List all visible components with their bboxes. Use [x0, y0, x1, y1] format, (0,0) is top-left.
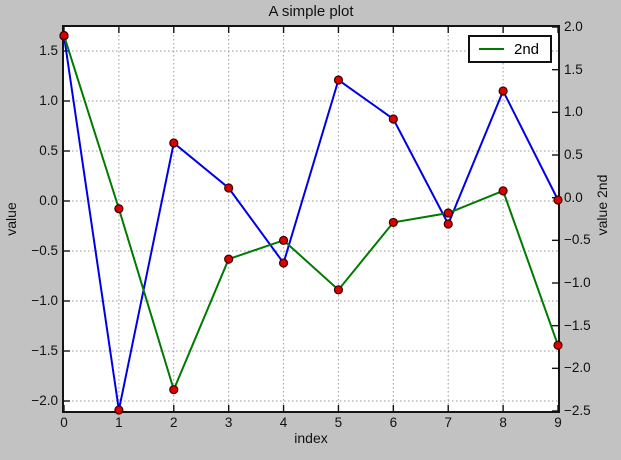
legend-entry-label: 2nd — [514, 40, 540, 58]
plot-area — [59, 25, 563, 415]
left-axis-tick-label: 0.0 — [39, 193, 58, 208]
value-line — [63, 35, 559, 411]
2nd-data-point-marker — [59, 30, 69, 41]
x-axis-tick-label: 7 — [444, 415, 452, 430]
legend-line-sample — [479, 48, 504, 50]
right-axis-tick-label: −1.0 — [564, 275, 591, 290]
right-axis-tick-label: −2.5 — [564, 403, 591, 418]
value-data-point-marker — [278, 258, 289, 268]
2nd-data-point-marker — [553, 340, 563, 350]
x-axis-label: index — [294, 430, 328, 446]
value-data-point-marker — [333, 75, 344, 85]
2nd-data-point-marker — [278, 235, 289, 245]
right-axis-tick-label: −1.5 — [564, 317, 591, 333]
x-axis-tick-label: 6 — [389, 415, 398, 430]
2nd-data-point-marker — [443, 208, 453, 218]
right-axis-tick-label: 1.0 — [564, 104, 583, 120]
x-axis-tick-label: 8 — [499, 415, 507, 430]
2nd-data-point-marker — [498, 186, 508, 196]
2nd-data-point-marker — [114, 204, 124, 214]
legend: 2nd — [468, 35, 552, 63]
value-data-point-marker — [443, 219, 453, 229]
right-axis-tick-label: −0.5 — [564, 232, 591, 248]
right-axis-tick-label: 0.0 — [564, 189, 583, 205]
value-data-point-marker — [169, 138, 179, 148]
chart-title: A simple plot — [268, 3, 354, 20]
value-data-point-marker — [553, 195, 563, 205]
left-axis-tick-label: −2.0 — [31, 393, 58, 408]
left-axis-tick-label: 1.0 — [39, 93, 58, 108]
value-data-point-marker — [388, 114, 398, 124]
x-axis-tick-label: 0 — [60, 415, 68, 430]
2nd-data-point-marker — [388, 217, 398, 228]
2nd-data-point-marker — [333, 285, 344, 295]
left-axis-tick-label: −1.5 — [31, 343, 58, 358]
value-data-point-marker — [224, 183, 234, 193]
value-data-point-marker — [498, 86, 508, 96]
right-axis-tick-label: 2.0 — [564, 19, 583, 34]
right-axis-label: value 2nd — [594, 174, 610, 236]
2nd-line — [63, 35, 559, 393]
left-axis-tick-label: −0.5 — [31, 243, 58, 258]
x-axis-tick-label: 1 — [115, 415, 123, 430]
value-data-point-marker — [114, 405, 124, 415]
x-axis-tick-label: 4 — [279, 415, 288, 430]
left-axis-tick-label: −1.0 — [31, 293, 58, 308]
2nd-data-point-marker — [169, 385, 179, 395]
2nd-data-point-marker — [224, 254, 234, 264]
left-axis-tick-label: 1.5 — [39, 43, 58, 58]
x-axis-tick-label: 2 — [170, 415, 178, 430]
x-axis-tick-label: 5 — [334, 415, 343, 430]
x-axis-tick-label: 9 — [554, 415, 562, 430]
left-axis-tick-label: 0.5 — [39, 143, 58, 158]
plot-canvas — [59, 26, 563, 415]
right-axis-tick-label: 0.5 — [564, 147, 583, 162]
right-axis-tick-label: 1.5 — [564, 61, 583, 77]
x-axis-tick-label: 3 — [224, 415, 233, 430]
right-axis-tick-label: −2.0 — [564, 360, 591, 376]
